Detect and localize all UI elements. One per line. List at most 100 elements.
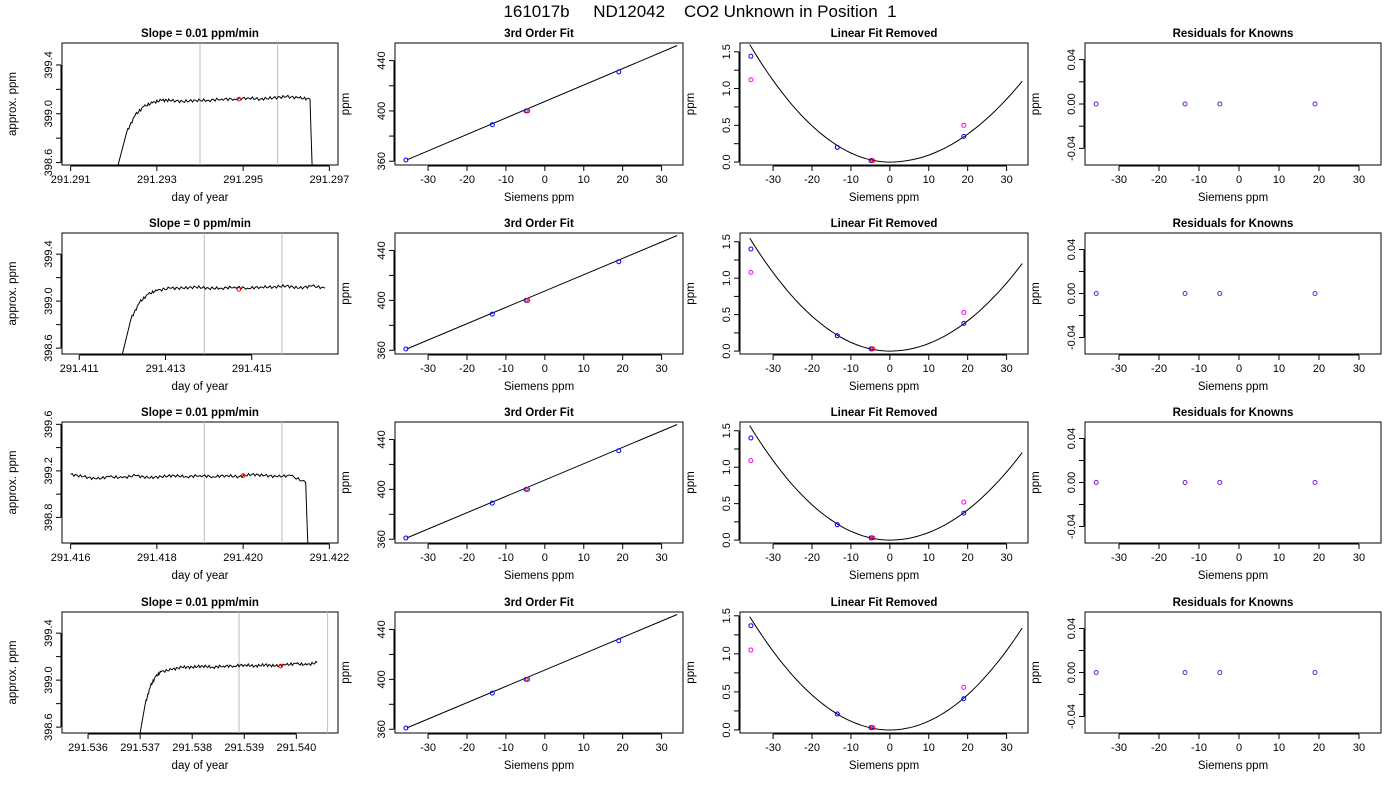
- curve-residual-point: [961, 696, 967, 702]
- y-tick-label: 400: [376, 670, 388, 688]
- x-axis-label: Siemens ppm: [849, 760, 919, 772]
- x-tick-label: -30: [1111, 174, 1127, 186]
- mean-marker: [236, 96, 242, 102]
- unknown-point: [525, 486, 531, 492]
- x-tick-label: 291.295: [223, 174, 263, 186]
- x-tick-label: -20: [459, 742, 475, 754]
- x-tick-label: 0: [542, 742, 548, 754]
- y-tick-label: 399.4: [43, 51, 55, 79]
- curve-residual-point: [748, 623, 754, 629]
- y-tick-label: 399.0: [43, 666, 55, 694]
- y-tick-label: 0.04: [1066, 49, 1078, 70]
- unknown-point: [870, 346, 876, 352]
- x-tick-label: 20: [1313, 742, 1325, 754]
- x-tick-label: 0: [1236, 174, 1242, 186]
- chart-panel-res: Residuals for Knowns -30 -20 -10 0 10 20 30 Siem…: [1030, 218, 1382, 393]
- y-axis-label: ppm: [340, 93, 352, 115]
- standard-point: [616, 259, 622, 265]
- x-tick-label: 0: [887, 742, 893, 754]
- y-tick-label: 400: [376, 480, 388, 498]
- x-tick-label: -20: [459, 174, 475, 186]
- chart-panel-ts: Slope = 0 ppm/min 291.411 291.413 291.415da…: [7, 218, 339, 393]
- x-tick-label: 0: [887, 174, 893, 186]
- unknown-point: [870, 158, 876, 164]
- x-tick-label: 20: [617, 552, 629, 564]
- x-tick-label: 30: [1000, 363, 1012, 375]
- x-tick-label: 291.540: [276, 742, 316, 754]
- x-tick-label: -30: [420, 363, 436, 375]
- chart-panel-lin: Linear Fit Removed -30 -20 -10 0 10 20 30 Siemen…: [685, 407, 1029, 582]
- x-tick-label: 291.291: [51, 174, 91, 186]
- residual-point: [1182, 670, 1188, 675]
- residual-point: [1093, 101, 1099, 107]
- unknown-point: [525, 297, 531, 303]
- plot-frame: [739, 421, 1029, 544]
- y-tick-label: 0.0: [721, 154, 733, 169]
- x-tick-label: -20: [459, 552, 475, 564]
- residual-point: [1312, 291, 1318, 296]
- standard-point: [523, 676, 529, 682]
- x-tick-label: 291.537: [120, 742, 160, 754]
- plot-area: [748, 44, 1023, 164]
- x-tick-label: 30: [1353, 552, 1365, 564]
- y-tick-label: 440: [376, 430, 388, 448]
- y-tick-label: 1.5: [721, 608, 733, 623]
- chart-title: Linear Fit Removed: [831, 28, 938, 40]
- y-tick-label: -0.04: [1066, 704, 1078, 729]
- residual-point: [1093, 480, 1099, 485]
- chart-panel-fit: 3rd Order Fit -30 -20 -10 0 10 20 30 Siemens ppm…: [340, 28, 684, 204]
- residual-point: [1312, 670, 1318, 675]
- x-tick-label: 20: [1313, 552, 1325, 564]
- x-tick-label: 291.411: [60, 363, 99, 375]
- y-tick-label: 399.0: [43, 287, 55, 315]
- y-tick-label: 398.6: [43, 149, 55, 177]
- x-tick-label: 291.538: [172, 742, 212, 754]
- y-tick-label: 0.0: [721, 532, 733, 547]
- curve-residual-point: [834, 522, 840, 528]
- y-tick-label: -0.04: [1066, 514, 1078, 539]
- plot-frame: [1084, 421, 1382, 544]
- standard-point: [489, 311, 495, 317]
- x-tick-label: -20: [804, 174, 820, 186]
- x-axis-label: Siemens ppm: [1198, 192, 1268, 204]
- standard-point: [523, 108, 529, 114]
- unknown-point: [525, 676, 531, 682]
- mean-marker: [236, 287, 242, 292]
- chart-title: Slope = 0.01 ppm/min: [141, 28, 259, 40]
- x-tick-label: 0: [542, 552, 548, 564]
- x-tick-label: 0: [887, 363, 893, 375]
- trace-line: [139, 660, 318, 733]
- fit-curve: [749, 237, 1023, 352]
- y-tick-label: 399.2: [43, 457, 55, 485]
- x-tick-label: -20: [1151, 174, 1167, 186]
- x-tick-label: 10: [1273, 552, 1285, 564]
- curve-residual-point: [748, 53, 754, 59]
- curve-residual-point: [834, 711, 840, 717]
- y-axis-label: ppm: [340, 471, 352, 493]
- standard-point: [489, 500, 495, 506]
- standard-point: [403, 346, 409, 352]
- x-tick-label: 30: [655, 363, 667, 375]
- x-tick-label: -10: [498, 742, 514, 754]
- linear-residual-point: [961, 684, 967, 690]
- y-axis-label: approx. ppm: [7, 72, 19, 136]
- plot-frame: [61, 232, 339, 355]
- plot-area: [403, 424, 678, 541]
- y-axis-label: ppm: [1030, 471, 1042, 493]
- x-tick-label: 0: [1236, 363, 1242, 375]
- x-axis-label: day of year: [172, 381, 229, 393]
- fit-line: [406, 614, 678, 729]
- standard-point: [616, 638, 622, 644]
- chart-title: Residuals for Knowns: [1173, 28, 1294, 40]
- x-tick-label: -20: [804, 552, 820, 564]
- chart-panel-res: Residuals for Knowns -30 -20 -10 0 10 20 30 Siem…: [1030, 597, 1382, 772]
- y-tick-label: 0.04: [1066, 428, 1078, 449]
- plot-area: [748, 616, 1023, 731]
- x-tick-label: 10: [923, 363, 935, 375]
- x-tick-label: 20: [962, 552, 974, 564]
- x-axis-label: Siemens ppm: [504, 192, 574, 204]
- curve-residual-point: [834, 144, 840, 150]
- y-axis-label: ppm: [340, 661, 352, 683]
- linear-residual-point: [961, 499, 967, 505]
- x-tick-label: -30: [420, 742, 436, 754]
